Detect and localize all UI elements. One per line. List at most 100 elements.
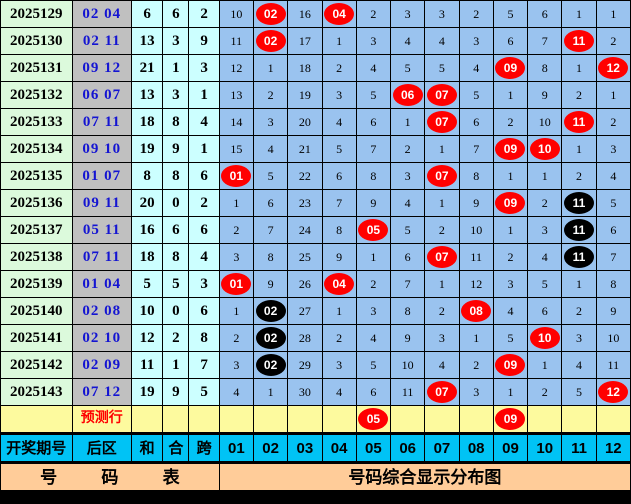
red-ball: 09: [495, 138, 526, 160]
omission-cell: 1: [218, 297, 254, 325]
prediction-row: 预测行 05 09: [0, 405, 631, 434]
black-ball: 02: [255, 327, 286, 349]
red-ball-cell: 04: [321, 0, 357, 28]
omission-cell: 3: [527, 216, 563, 244]
omission-cell: 28: [287, 324, 323, 352]
black-ball: 11: [563, 246, 594, 268]
span-cell: 6: [188, 162, 220, 190]
header-number-09: 09: [492, 432, 529, 464]
red-ball: 08: [461, 300, 492, 322]
header-number-06: 06: [390, 432, 426, 464]
hezhi-cell: 0: [162, 189, 190, 217]
prediction-span-cell: [188, 405, 220, 434]
omission-cell: [321, 405, 357, 434]
omission-cell: 6: [458, 108, 494, 136]
hezhi-cell: 3: [162, 27, 190, 55]
omission-cell: 3: [458, 378, 494, 406]
omission-cell: 2: [595, 27, 631, 55]
sum-cell: 21: [131, 54, 164, 82]
omission-cell: 1: [492, 162, 529, 190]
omission-cell: 6: [492, 27, 529, 55]
omission-cell: 3: [252, 108, 289, 136]
chart-row: 2025134 09 10 19 9 1 15 4 21 5 7 2 1 7 09 10 1 3: [0, 135, 631, 163]
chart-row: 2025140 02 08 10 0 6 1 02 27 1 3 8 2 08 4 6 2 9: [0, 297, 631, 325]
prediction-label: 预测行: [71, 405, 133, 434]
back-zone-cell: 01 07: [71, 162, 133, 190]
sum-cell: 20: [131, 189, 164, 217]
red-ball: 04: [324, 3, 355, 25]
sum-cell: 8: [131, 162, 164, 190]
omission-cell: 1: [252, 378, 289, 406]
hezhi-cell: 6: [162, 0, 190, 28]
sum-cell: 18: [131, 108, 164, 136]
omission-cell: 2: [492, 243, 529, 271]
header-number-08: 08: [458, 432, 494, 464]
red-ball-cell: 07: [424, 378, 460, 406]
span-cell: 3: [188, 54, 220, 82]
black-ball: 11: [563, 219, 594, 241]
black-ball-cell: 02: [252, 324, 289, 352]
omission-cell: 20: [287, 108, 323, 136]
omission-cell: 21: [287, 135, 323, 163]
omission-cell: 9: [355, 189, 392, 217]
omission-cell: 3: [321, 351, 357, 379]
omission-cell: 2: [458, 351, 494, 379]
omission-cell: 2: [527, 189, 563, 217]
back-zone-cell: 07 11: [71, 243, 133, 271]
hezhi-cell: 8: [162, 108, 190, 136]
red-ball: 07: [426, 381, 457, 403]
chart-rows: 2025129 02 04 6 6 2 10 02 16 04 2 3 3 2 5 6 1 1 2025130 02…: [0, 0, 631, 406]
omission-cell: 5: [390, 54, 426, 82]
sum-cell: 19: [131, 135, 164, 163]
omission-cell: 29: [287, 351, 323, 379]
red-ball: 10: [529, 327, 560, 349]
back-zone-cell: 02 09: [71, 351, 133, 379]
prediction-hezhi-cell: [162, 405, 190, 434]
omission-cell: 1: [390, 108, 426, 136]
omission-cell: 10: [390, 351, 426, 379]
header-number-03: 03: [287, 432, 323, 464]
red-ball-cell: 06: [390, 81, 426, 109]
omission-cell: 2: [561, 162, 597, 190]
red-ball-cell: 09: [492, 189, 529, 217]
omission-cell: 3: [390, 0, 426, 28]
omission-cell: 1: [424, 189, 460, 217]
omission-cell: 9: [321, 243, 357, 271]
red-ball: 09: [495, 192, 526, 214]
omission-cell: 2: [390, 135, 426, 163]
red-ball-cell: 09: [492, 135, 529, 163]
chart-row: 2025137 05 11 16 6 6 2 7 24 8 05 5 2 10 1 3 11 6: [0, 216, 631, 244]
lottery-chart-table: 2025129 02 04 6 6 2 10 02 16 04 2 3 3 2 5 6 1 1 2025130 02…: [0, 0, 631, 492]
omission-cell: 2: [321, 324, 357, 352]
omission-cell: 9: [458, 189, 494, 217]
chart-row: 2025141 02 10 12 2 8 2 02 28 2 4 9 3 1 5 10 3 10: [0, 324, 631, 352]
omission-cell: 24: [287, 216, 323, 244]
red-ball: 05: [358, 408, 389, 430]
prediction-issue-cell: [0, 405, 73, 434]
omission-cell: 3: [458, 27, 494, 55]
issue-cell: 2025143: [0, 378, 73, 406]
issue-cell: 2025133: [0, 108, 73, 136]
sum-cell: 13: [131, 27, 164, 55]
omission-cell: 6: [321, 162, 357, 190]
omission-cell: 2: [595, 108, 631, 136]
omission-cell: [390, 405, 426, 434]
black-ball: 02: [255, 300, 286, 322]
header-number-01: 01: [218, 432, 254, 464]
red-ball-cell: 10: [527, 324, 563, 352]
back-zone-cell: 02 10: [71, 324, 133, 352]
omission-cell: 3: [424, 324, 460, 352]
hezhi-cell: 3: [162, 81, 190, 109]
omission-cell: 1: [561, 270, 597, 298]
red-ball: 11: [563, 30, 594, 52]
red-ball-cell: 07: [424, 81, 460, 109]
black-ball-cell: 11: [561, 243, 597, 271]
red-ball: 07: [426, 84, 457, 106]
omission-cell: 10: [218, 0, 254, 28]
sum-cell: 11: [131, 351, 164, 379]
omission-cell: 23: [287, 189, 323, 217]
omission-cell: 5: [390, 216, 426, 244]
red-ball-cell: 07: [424, 162, 460, 190]
omission-cell: 4: [458, 54, 494, 82]
